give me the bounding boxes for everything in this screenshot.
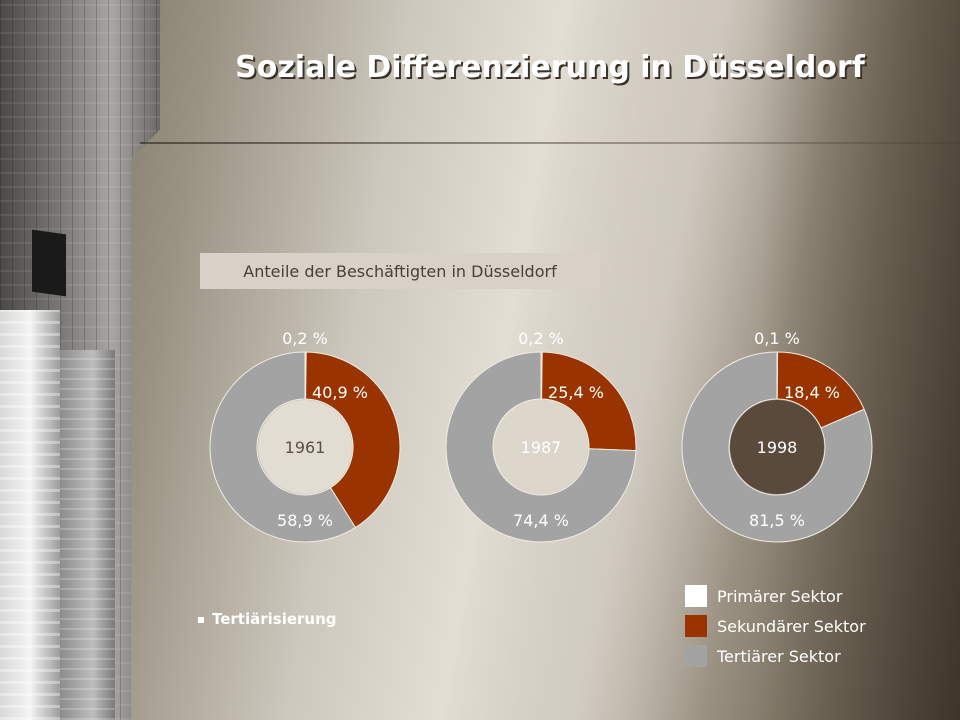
chart-subtitle-text: Anteile der Beschäftigten in Düsseldorf <box>243 261 557 281</box>
legend-label-tertiary: Tertiärer Sektor <box>717 646 841 666</box>
background-tower-2 <box>60 350 115 720</box>
value-label-tertiary: 58,9 % <box>277 511 333 530</box>
value-label-primary: 0,2 % <box>282 329 328 348</box>
chart-subtitle: Anteile der Beschäftigten in Düsseldorf <box>200 253 600 289</box>
legend-label-secondary: Sekundärer Sektor <box>717 616 866 636</box>
bullet-text: Tertiärisierung <box>212 610 337 628</box>
legend-item-secondary: Sekundärer Sektor <box>685 611 866 641</box>
value-label-tertiary: 74,4 % <box>513 511 569 530</box>
legend-swatch-primary <box>685 585 707 607</box>
chart-legend: Primärer Sektor Sekundärer Sektor Tertiä… <box>685 581 866 671</box>
legend-swatch-secondary <box>685 615 707 637</box>
value-label-secondary: 25,4 % <box>548 383 604 402</box>
donut-year-label: 1987 <box>521 438 562 457</box>
title-divider <box>140 142 960 144</box>
donut-slice-1961-2 <box>209 351 357 543</box>
donut-slice-1987-1 <box>541 351 637 452</box>
donut-slice-1987-2 <box>445 351 637 543</box>
legend-swatch-tertiary <box>685 645 707 667</box>
donut-slice-1961-1 <box>305 351 401 529</box>
donut-year-label: 1998 <box>757 438 798 457</box>
legend-item-tertiary: Tertiärer Sektor <box>685 641 866 671</box>
background-tower <box>0 310 60 720</box>
legend-label-primary: Primärer Sektor <box>717 586 843 606</box>
donut-year-label: 1961 <box>285 438 326 457</box>
donut-center-1998 <box>730 400 824 494</box>
value-label-secondary: 40,9 % <box>312 383 368 402</box>
bullet-square-icon <box>198 616 204 623</box>
slide-title: Soziale Differenzierung in Düsseldorf <box>235 50 865 85</box>
value-label-secondary: 18,4 % <box>784 383 840 402</box>
value-label-primary: 0,2 % <box>518 329 564 348</box>
donut-center-1961 <box>258 400 352 494</box>
value-label-tertiary: 81,5 % <box>749 511 805 530</box>
bullet-point: Tertiärisierung <box>198 610 337 628</box>
legend-item-primary: Primärer Sektor <box>685 581 866 611</box>
donut-slice-1998-2 <box>681 351 873 543</box>
value-label-primary: 0,1 % <box>754 329 800 348</box>
donut-center-1987 <box>494 400 588 494</box>
